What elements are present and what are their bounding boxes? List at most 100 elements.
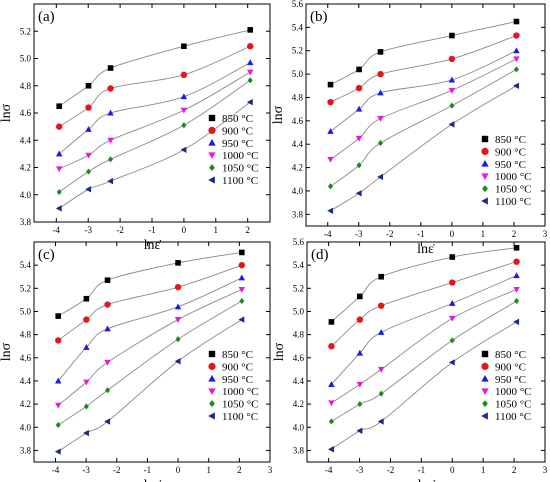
x-tick-label: 2	[237, 465, 242, 475]
data-point	[85, 125, 92, 132]
data-point	[327, 127, 334, 134]
fit-curve	[58, 29, 251, 107]
data-point	[356, 381, 364, 388]
series-1000-c	[327, 56, 520, 163]
series-850-c	[327, 18, 520, 88]
legend-label: 850 °C	[222, 113, 253, 125]
data-point	[83, 316, 90, 323]
data-point	[105, 387, 111, 394]
legend-marker	[208, 388, 216, 396]
x-axis-label: lnε̇	[144, 238, 162, 253]
data-point	[181, 43, 187, 50]
data-point	[448, 76, 456, 83]
y-tick-label: 4.2	[20, 163, 31, 173]
legend-label: 900 °C	[495, 146, 526, 158]
data-point	[449, 315, 456, 322]
data-point	[55, 205, 62, 212]
data-point	[356, 427, 363, 434]
series-1000-c	[55, 69, 254, 173]
y-tick-label: 4.0	[293, 422, 305, 432]
legend-marker	[209, 164, 215, 172]
data-point	[513, 82, 519, 90]
data-point	[174, 283, 182, 291]
legend-item: 950 °C	[208, 374, 253, 386]
legend-marker	[481, 388, 489, 396]
y-tick-label: 4.4	[20, 135, 32, 145]
data-point	[107, 109, 114, 116]
x-tick-label: 3	[543, 229, 548, 239]
legend-marker	[208, 176, 215, 184]
fit-curve	[330, 21, 517, 86]
data-point	[514, 297, 520, 305]
legend-marker	[481, 173, 489, 181]
data-point	[327, 156, 334, 163]
y-tick-label: 4.0	[292, 186, 304, 196]
y-tick-label: 3.8	[293, 445, 305, 455]
y-axis-label: lnσ	[271, 105, 286, 124]
x-tick-label: 0	[450, 465, 455, 475]
y-tick-label: 5.4	[20, 260, 32, 270]
x-tick-label: -4	[325, 465, 333, 475]
y-tick-label: 5.6	[292, 0, 304, 9]
data-point	[377, 115, 384, 122]
legend-marker	[481, 147, 489, 155]
data-point	[247, 27, 254, 33]
y-tick-label: 4.8	[20, 81, 32, 91]
series-950-c	[328, 272, 520, 387]
legend-item: 1050 °C	[482, 399, 532, 411]
data-point	[85, 186, 92, 193]
data-point	[247, 69, 254, 76]
data-point	[448, 359, 455, 366]
data-point	[327, 81, 334, 88]
data-point	[104, 277, 111, 284]
data-point	[54, 402, 62, 409]
legend-item: 900 °C	[208, 361, 253, 373]
legend-marker	[481, 362, 489, 370]
legend-marker	[208, 138, 216, 146]
data-point	[181, 122, 187, 129]
x-tick-label: -2	[386, 229, 394, 239]
data-point	[107, 177, 114, 185]
fit-curve	[57, 300, 243, 426]
data-point	[377, 89, 384, 96]
data-point	[327, 207, 334, 215]
legend-item: 850 °C	[481, 134, 526, 146]
x-tick-label: -2	[113, 465, 121, 475]
data-point	[56, 188, 62, 196]
series-900-c	[55, 43, 254, 130]
data-point	[328, 183, 334, 190]
data-point	[238, 316, 245, 323]
legend-item: 900 °C	[481, 146, 526, 158]
legend-item: 1000 °C	[208, 150, 259, 162]
data-point	[83, 429, 89, 437]
data-point	[449, 254, 456, 260]
data-point	[513, 18, 520, 25]
x-axis-label: lnε̇	[418, 478, 436, 482]
x-tick-label: -3	[356, 465, 364, 475]
x-tick-label: 2	[245, 225, 250, 235]
panel-c: -4 -3 -2 -1 0 1 2 3 3.8 4.0 4.2 4.4 4.6 4.8 5.0 5.2 5.4 l…	[0, 241, 273, 482]
plot-frame	[306, 241, 546, 463]
data-point	[513, 32, 520, 39]
data-point	[328, 319, 335, 325]
fit-curve	[58, 79, 251, 193]
data-point	[55, 150, 63, 157]
data-point	[83, 379, 90, 386]
panel-label: (b)	[310, 9, 328, 25]
data-point	[83, 344, 90, 350]
y-tick-label: 5.0	[292, 69, 304, 79]
y-tick-label: 5.2	[20, 26, 31, 36]
data-point	[174, 317, 182, 323]
fit-curve	[57, 319, 243, 452]
data-point	[104, 359, 111, 366]
legend-item: 1000 °C	[208, 386, 259, 398]
y-tick-label: 3.8	[20, 217, 32, 227]
series-850-c	[328, 244, 520, 325]
data-point	[55, 123, 63, 130]
y-tick-label: 4.2	[20, 399, 31, 409]
series-900-c	[327, 32, 520, 106]
x-tick-label: -3	[355, 229, 363, 239]
legend-item: 950 °C	[481, 159, 526, 171]
data-point	[513, 47, 520, 54]
